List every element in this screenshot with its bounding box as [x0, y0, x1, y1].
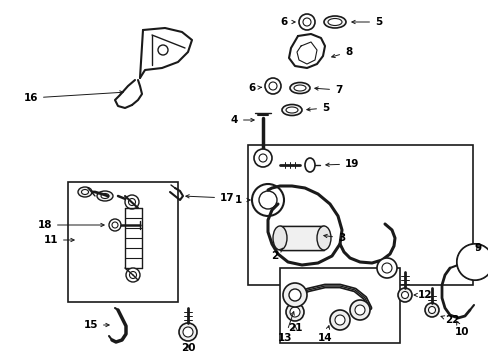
- Ellipse shape: [324, 16, 346, 28]
- Circle shape: [376, 258, 396, 278]
- Circle shape: [179, 323, 197, 341]
- Text: 12: 12: [413, 290, 431, 300]
- Text: 10: 10: [454, 321, 468, 337]
- Circle shape: [288, 289, 301, 301]
- Circle shape: [285, 303, 304, 321]
- Ellipse shape: [101, 194, 109, 198]
- Circle shape: [354, 305, 364, 315]
- Circle shape: [158, 45, 168, 55]
- Ellipse shape: [305, 158, 314, 172]
- Ellipse shape: [327, 18, 341, 26]
- Circle shape: [125, 195, 139, 209]
- Circle shape: [469, 257, 479, 267]
- Circle shape: [349, 300, 369, 320]
- Ellipse shape: [272, 226, 286, 250]
- Text: 17: 17: [185, 193, 234, 203]
- Ellipse shape: [456, 244, 488, 280]
- Circle shape: [126, 268, 140, 282]
- Circle shape: [268, 82, 276, 90]
- Text: 13: 13: [277, 312, 294, 343]
- Circle shape: [283, 283, 306, 307]
- Circle shape: [381, 263, 391, 273]
- Ellipse shape: [97, 191, 113, 201]
- Bar: [280, 268, 399, 343]
- Ellipse shape: [81, 189, 88, 194]
- Circle shape: [259, 154, 266, 162]
- Text: 5: 5: [306, 103, 328, 113]
- Circle shape: [109, 219, 121, 231]
- Text: 6: 6: [280, 17, 295, 27]
- Bar: [247, 145, 472, 285]
- Bar: [280, 226, 324, 250]
- Ellipse shape: [282, 104, 302, 116]
- Ellipse shape: [289, 82, 309, 94]
- Text: 7: 7: [314, 85, 342, 95]
- Text: 9: 9: [473, 243, 481, 253]
- Text: 5: 5: [351, 17, 382, 27]
- Circle shape: [289, 307, 299, 317]
- Text: 8: 8: [331, 47, 351, 58]
- Text: 19: 19: [325, 159, 359, 169]
- Circle shape: [401, 292, 407, 298]
- Text: 2: 2: [270, 248, 282, 261]
- Text: 15: 15: [83, 320, 109, 330]
- Text: 22: 22: [440, 315, 459, 325]
- Circle shape: [264, 78, 281, 94]
- Text: 20: 20: [181, 343, 195, 353]
- Text: 16: 16: [23, 91, 123, 103]
- Text: 3: 3: [323, 233, 345, 243]
- Text: 18: 18: [38, 220, 104, 230]
- Text: 4: 4: [230, 115, 254, 125]
- Circle shape: [112, 222, 118, 228]
- Text: 21: 21: [287, 323, 302, 333]
- Text: 11: 11: [43, 235, 74, 245]
- Circle shape: [298, 14, 314, 30]
- Text: 1: 1: [234, 195, 250, 205]
- Circle shape: [329, 310, 349, 330]
- Bar: [68, 182, 178, 302]
- Circle shape: [251, 184, 284, 216]
- Circle shape: [427, 306, 435, 314]
- Circle shape: [303, 18, 310, 26]
- Circle shape: [129, 271, 136, 279]
- Circle shape: [253, 149, 271, 167]
- Ellipse shape: [78, 187, 92, 197]
- Ellipse shape: [316, 226, 330, 250]
- Circle shape: [183, 327, 193, 337]
- Circle shape: [464, 252, 484, 272]
- Text: 14: 14: [317, 326, 332, 343]
- Circle shape: [397, 288, 411, 302]
- Text: 6: 6: [248, 83, 261, 93]
- Ellipse shape: [285, 107, 297, 113]
- Circle shape: [424, 303, 438, 317]
- Ellipse shape: [293, 85, 305, 91]
- Circle shape: [334, 315, 345, 325]
- Circle shape: [259, 191, 276, 209]
- Circle shape: [128, 198, 135, 206]
- Circle shape: [456, 244, 488, 280]
